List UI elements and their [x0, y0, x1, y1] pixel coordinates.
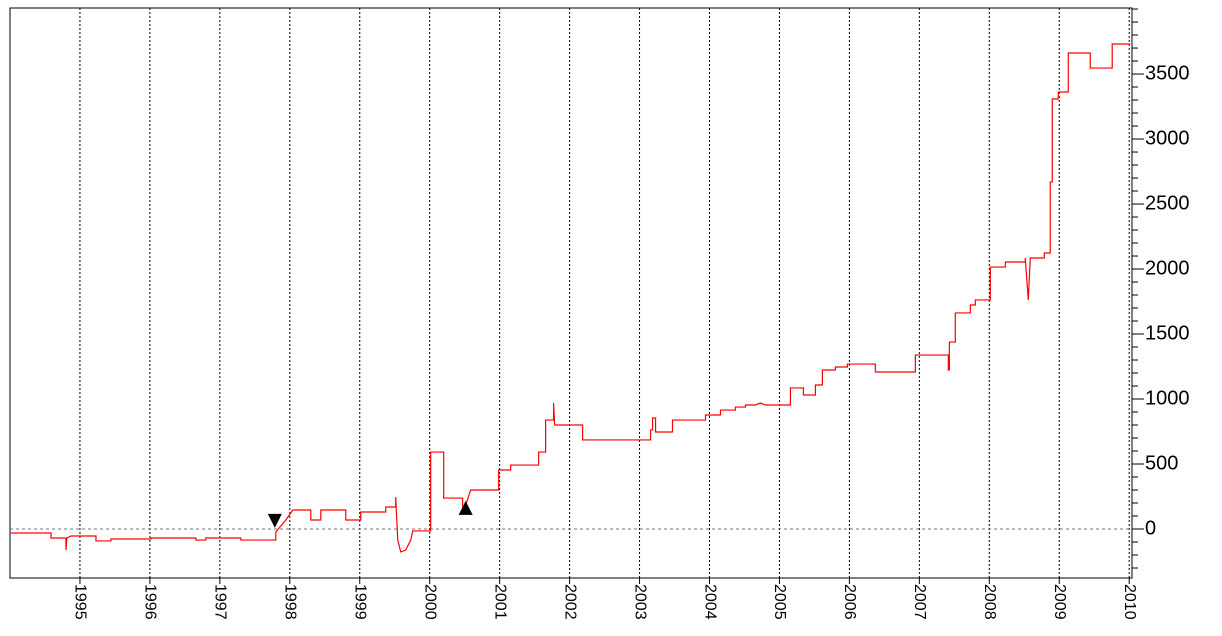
- x-tick-label: 1996: [142, 584, 159, 620]
- x-tick-label: 2005: [771, 584, 788, 620]
- x-tick-label: 1998: [282, 584, 299, 620]
- x-tick-label: 2007: [911, 584, 928, 620]
- x-tick-label: 2008: [981, 584, 998, 620]
- x-tick-label: 2000: [421, 584, 438, 620]
- y-tick-label: 1000: [1145, 387, 1190, 409]
- y-tick-label: 0: [1145, 517, 1156, 539]
- y-tick-label: 1500: [1145, 322, 1190, 344]
- x-tick-label: 1997: [212, 584, 229, 620]
- x-tick-label: 1999: [352, 584, 369, 620]
- y-tick-label: 500: [1145, 452, 1178, 474]
- equity-line: [10, 43, 1131, 553]
- y-tick-label: 2000: [1145, 257, 1190, 279]
- y-tick-label: 3000: [1145, 127, 1190, 149]
- y-tick-label: 2500: [1145, 192, 1190, 214]
- x-tick-label: 1995: [72, 584, 89, 620]
- x-tick-label: 2009: [1051, 584, 1068, 620]
- plot-area: [9, 7, 1133, 579]
- y-tick-label: 3500: [1145, 62, 1190, 84]
- x-tick-label: 2006: [841, 584, 858, 620]
- x-tick-label: 2004: [701, 584, 718, 620]
- x-tick-label: 2001: [491, 584, 508, 620]
- x-tick-label: 2010: [1121, 584, 1138, 620]
- trade-marker: [267, 513, 282, 528]
- x-tick-label: 2002: [561, 584, 578, 620]
- trade-marker: [458, 500, 473, 515]
- x-tick-label: 2003: [631, 584, 648, 620]
